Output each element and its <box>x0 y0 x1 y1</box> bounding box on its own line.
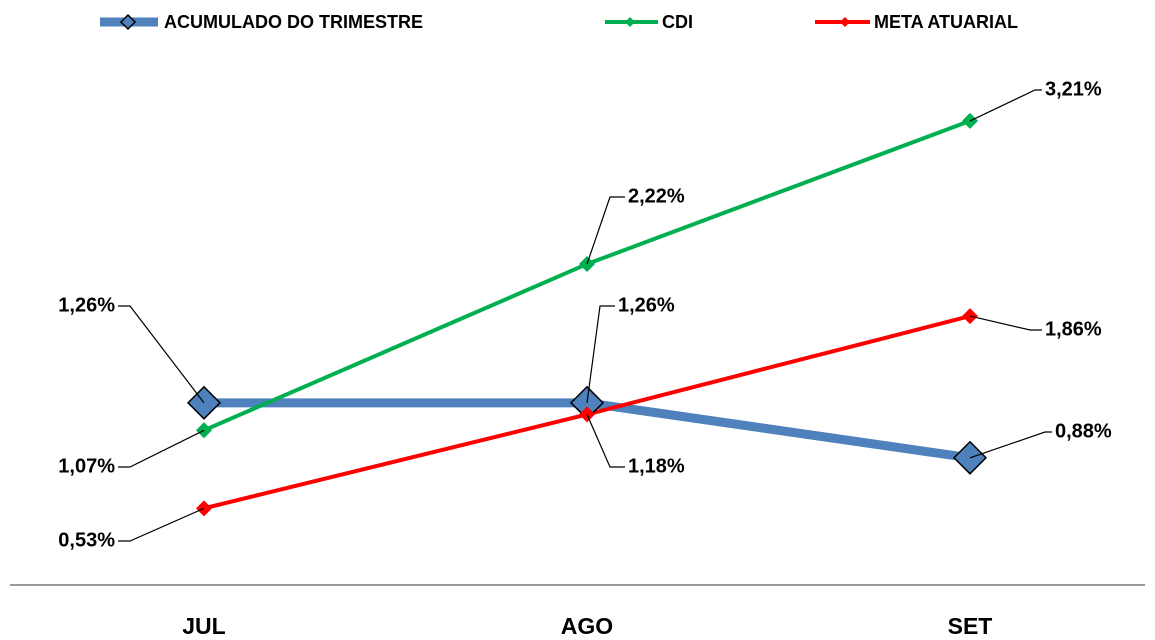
leader-line <box>118 507 205 542</box>
data-label: 1,26% <box>58 294 115 316</box>
leader-line <box>118 305 205 404</box>
legend-label: CDI <box>662 12 693 32</box>
leader-line <box>586 196 625 265</box>
data-label: 0,88% <box>1055 420 1112 442</box>
legend-label: ACUMULADO DO TRIMESTRE <box>164 12 423 32</box>
leader-line <box>586 305 615 403</box>
x-tick-label: AGO <box>561 613 613 639</box>
data-label: 3,21% <box>1045 78 1102 100</box>
leader-line <box>969 431 1052 459</box>
leader-line <box>118 429 205 468</box>
legend-marker <box>840 17 850 27</box>
marker <box>962 112 978 129</box>
x-tick-label: JUL <box>182 613 225 639</box>
data-label: 1,18% <box>628 455 685 477</box>
data-label: 2,22% <box>628 185 685 207</box>
legend-marker <box>119 13 137 31</box>
series-line <box>203 119 971 433</box>
x-tick-label: SET <box>948 613 993 639</box>
data-label: 1,26% <box>618 294 675 316</box>
leader-line <box>969 89 1042 122</box>
data-label: 0,53% <box>58 529 115 551</box>
leader-line <box>586 414 625 468</box>
legend-label: META ATUARIAL <box>874 12 1018 32</box>
data-label: 1,07% <box>58 455 115 477</box>
data-label: 1,86% <box>1045 318 1102 340</box>
leader-line <box>969 315 1042 331</box>
legend-marker <box>625 17 635 27</box>
